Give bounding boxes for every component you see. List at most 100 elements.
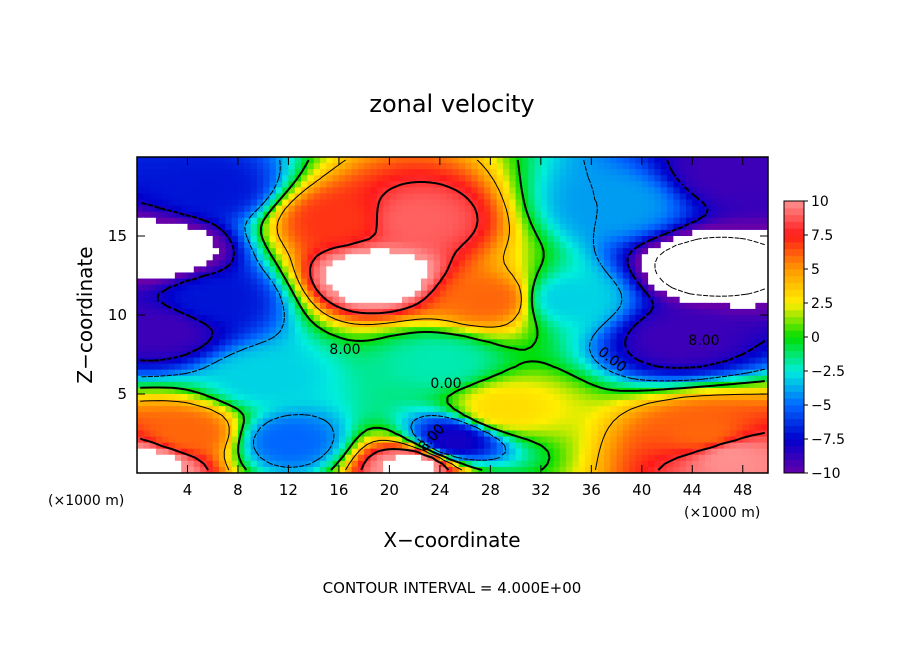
field-cell	[137, 327, 144, 334]
field-cell	[143, 430, 151, 438]
field-cell	[237, 345, 245, 353]
field-cell	[439, 193, 447, 201]
field-cell	[263, 339, 271, 346]
field-cell	[288, 442, 296, 450]
field-cell	[704, 236, 712, 243]
field-cell	[326, 260, 334, 267]
field-cell	[212, 211, 220, 219]
field-cell	[572, 266, 580, 274]
field-cell	[263, 266, 271, 274]
field-cell	[269, 387, 277, 395]
field-cell	[376, 296, 384, 304]
field-cell	[357, 157, 365, 164]
field-cell	[591, 375, 599, 383]
field-cell	[162, 266, 170, 274]
field-cell	[174, 229, 182, 237]
field-cell	[420, 418, 428, 425]
field-cell	[237, 254, 245, 261]
field-cell	[629, 442, 637, 450]
field-cell	[250, 296, 258, 304]
field-cell	[301, 406, 308, 413]
field-cell	[490, 418, 498, 425]
field-cell	[603, 424, 611, 432]
field-cell	[427, 448, 435, 456]
field-cell	[143, 308, 151, 316]
field-cell	[458, 266, 466, 274]
field-cell	[660, 254, 668, 261]
field-cell	[446, 315, 454, 322]
field-cell	[237, 357, 245, 365]
field-cell	[534, 187, 542, 195]
field-cell	[446, 229, 454, 237]
field-cell	[332, 169, 340, 176]
field-cell	[402, 363, 409, 371]
field-cell	[439, 442, 447, 450]
field-cell	[149, 284, 157, 292]
field-cell	[370, 351, 378, 359]
field-cell	[389, 351, 397, 359]
field-cell	[679, 308, 687, 316]
field-cell	[395, 375, 403, 383]
field-cell	[629, 308, 637, 316]
field-cell	[155, 339, 163, 346]
field-cell	[597, 223, 605, 231]
field-cell	[231, 175, 239, 182]
field-cell	[673, 236, 681, 243]
field-cell	[749, 260, 756, 267]
field-cell	[471, 394, 479, 401]
field-cell	[496, 296, 504, 304]
field-cell	[301, 254, 308, 261]
field-cell	[288, 375, 296, 383]
field-cell	[692, 229, 700, 237]
field-cell	[263, 205, 271, 213]
field-cell	[553, 236, 561, 243]
field-cell	[143, 406, 151, 413]
field-cell	[206, 236, 214, 243]
field-cell	[547, 363, 555, 371]
field-cell	[212, 199, 220, 207]
field-cell	[711, 400, 719, 407]
field-cell	[679, 418, 687, 425]
field-cell	[521, 199, 529, 207]
field-cell	[294, 302, 302, 310]
field-cell	[622, 272, 630, 280]
field-cell	[219, 357, 226, 365]
field-cell	[389, 205, 397, 213]
field-cell	[433, 266, 441, 274]
field-cell	[641, 321, 649, 328]
field-cell	[717, 339, 725, 346]
field-cell	[704, 175, 712, 182]
field-cell	[679, 254, 687, 261]
field-cell	[648, 163, 656, 170]
field-cell	[200, 387, 208, 395]
field-cell	[711, 418, 719, 425]
field-cell	[534, 169, 542, 176]
field-cell	[414, 424, 422, 432]
field-cell	[282, 369, 290, 377]
field-cell	[616, 157, 624, 164]
field-cell	[572, 430, 580, 438]
field-cell	[452, 169, 460, 176]
field-cell	[730, 223, 738, 231]
field-cell	[572, 181, 580, 188]
field-cell	[490, 254, 498, 261]
field-cell	[376, 333, 384, 340]
field-cell	[679, 357, 687, 365]
field-cell	[521, 333, 529, 340]
field-cell	[685, 400, 693, 407]
field-cell	[509, 406, 517, 413]
field-cell	[162, 351, 170, 359]
field-cell	[244, 205, 252, 213]
field-cell	[502, 260, 510, 267]
field-cell	[534, 254, 542, 261]
field-cell	[610, 436, 618, 444]
field-cell	[143, 387, 151, 395]
field-cell	[427, 351, 435, 359]
field-cell	[181, 333, 189, 340]
field-cell	[408, 290, 416, 298]
field-cell	[521, 387, 529, 395]
field-cell	[446, 242, 454, 249]
field-cell	[383, 369, 390, 377]
field-cell	[572, 357, 580, 365]
field-cell	[603, 248, 611, 255]
